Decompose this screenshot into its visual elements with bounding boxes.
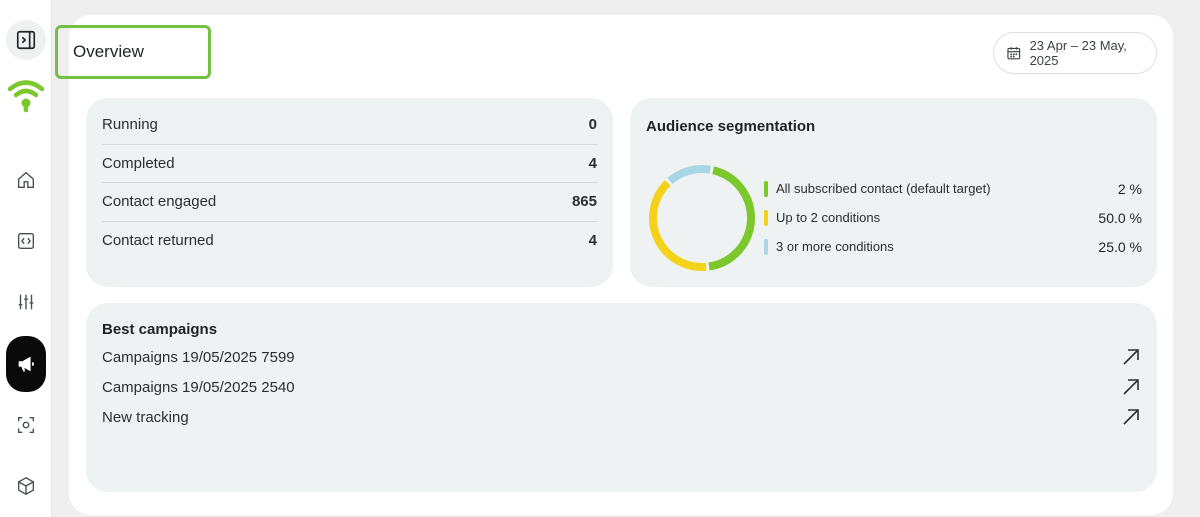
campaign-row[interactable]: Campaigns 19/05/2025 2540 [102, 372, 1141, 402]
legend-item: Up to 2 conditions 50.0 % [764, 203, 1142, 232]
arrow-up-right-icon[interactable] [1121, 347, 1141, 367]
sidebar-item-campaigns[interactable] [6, 336, 46, 392]
donut-segment-1[interactable] [708, 166, 755, 271]
stat-row: Completed 4 [102, 145, 597, 183]
campaign-row[interactable]: Campaigns 19/05/2025 7599 [102, 342, 1141, 372]
legend-item: 3 or more conditions 25.0 % [764, 232, 1142, 261]
legend-value: 2 % [1117, 180, 1142, 197]
panel-toggle-icon [16, 30, 36, 50]
stat-label: Contact returned [102, 232, 214, 250]
campaign-name: New tracking [102, 408, 189, 426]
stat-label: Completed [102, 154, 175, 172]
stat-label: Running [102, 116, 158, 134]
legend-label: Up to 2 conditions [776, 210, 881, 225]
audience-legend: All subscribed contact (default target) … [764, 174, 1142, 261]
sidebar [0, 0, 52, 517]
code-icon [17, 232, 35, 250]
legend-swatch [764, 238, 768, 255]
stats-panel: Running 0 Completed 4 Contact engaged 86… [86, 98, 613, 287]
stat-label: Contact engaged [102, 193, 217, 211]
legend-item: All subscribed contact (default target) … [764, 174, 1142, 203]
stat-value: 865 [571, 193, 597, 211]
home-icon [17, 171, 35, 189]
date-range-picker[interactable]: 23 Apr – 23 May, 2025 [993, 32, 1157, 74]
audience-title: Audience segmentation [646, 118, 816, 135]
stat-row: Running 0 [102, 106, 597, 145]
legend-swatch [764, 180, 768, 197]
legend-label: All subscribed contact (default target) [776, 181, 991, 196]
main-content: Overview 23 Apr – 23 May, 2025 Running 0… [55, 15, 1173, 515]
stat-value: 4 [588, 232, 597, 250]
arrow-up-right-icon[interactable] [1121, 377, 1141, 397]
donut-segment-3[interactable] [667, 165, 711, 185]
campaign-name: Campaigns 19/05/2025 2540 [102, 378, 295, 396]
wifi-logo-icon [7, 80, 45, 113]
campaign-name: Campaigns 19/05/2025 7599 [102, 348, 295, 366]
audience-segmentation-panel: Audience segmentation All subscribed con… [630, 98, 1157, 287]
donut-segment-2[interactable] [649, 180, 707, 271]
sidebar-item-settings[interactable] [6, 282, 46, 322]
cube-icon [17, 476, 35, 496]
brand-logo[interactable] [6, 72, 46, 116]
stat-value: 0 [588, 116, 597, 134]
stat-row: Contact engaged 865 [102, 183, 597, 222]
stat-row: Contact returned 4 [102, 222, 597, 261]
sidebar-item-products[interactable] [6, 466, 46, 506]
sliders-icon [18, 294, 34, 310]
sidebar-item-home[interactable] [6, 160, 46, 200]
best-campaigns-panel: Best campaigns Campaigns 19/05/2025 7599… [86, 303, 1157, 492]
sidebar-item-scan[interactable] [6, 405, 46, 445]
megaphone-icon [18, 356, 34, 372]
scan-icon [17, 416, 35, 434]
audience-donut-chart [649, 165, 755, 271]
arrow-up-right-icon[interactable] [1121, 407, 1141, 427]
calendar-icon [1007, 47, 1021, 60]
sidebar-toggle-button[interactable] [6, 20, 46, 60]
page-title: Overview [55, 25, 211, 79]
sidebar-item-code[interactable] [6, 221, 46, 261]
best-campaigns-title: Best campaigns [102, 321, 218, 338]
legend-swatch [764, 209, 768, 226]
legend-label: 3 or more conditions [776, 239, 894, 254]
date-range-label: 23 Apr – 23 May, 2025 [1029, 38, 1127, 68]
legend-value: 25.0 % [1098, 238, 1142, 255]
campaign-row[interactable]: New tracking [102, 402, 1141, 432]
legend-value: 50.0 % [1098, 209, 1142, 226]
stat-value: 4 [588, 154, 597, 172]
